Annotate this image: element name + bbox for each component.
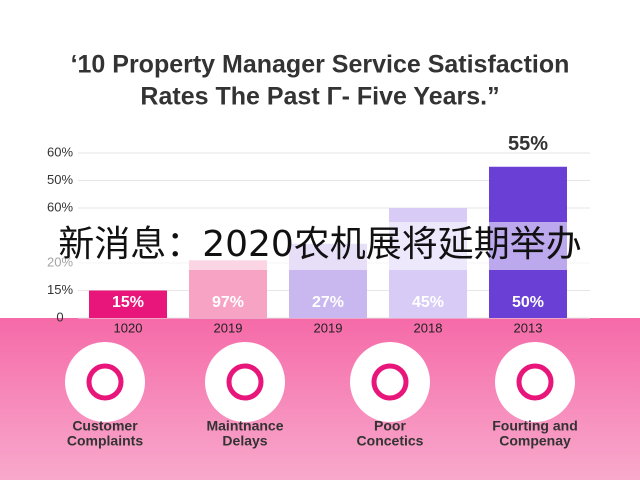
y-tick-label: 60% [47,199,73,214]
icon-glyph [226,363,264,401]
overlay-band [0,222,640,270]
x-tick-label: 2019 [314,320,343,335]
bar-label: 27% [312,294,344,311]
icon-circle [205,342,285,422]
icon-label: Compenay [499,433,571,449]
bar [89,290,167,318]
chart-title: ‘10 Property Manager Service Satisfactio… [71,51,570,79]
chart-title: Rates The Past Γ- Five Years.” [140,83,499,111]
x-tick-label: 2019 [214,320,243,335]
icons: CustomerComplaintsMaintnanceDelaysPoorCo… [65,342,578,449]
icon-glyph [371,363,409,401]
icon-label: Customer [72,418,138,434]
y-tick-label: 60% [47,144,73,159]
x-tick-label: 2013 [514,320,543,335]
icon-label: Complaints [67,433,143,449]
icon-glyph [516,363,554,401]
icon-label: Fourting and [492,418,578,434]
icon-circle [350,342,430,422]
icon-circle [65,342,145,422]
bar-label: 15% [112,294,144,311]
bar-label: 97% [212,294,244,311]
x-tick-label: 2018 [414,320,443,335]
icon-label: Poor [374,418,406,434]
top-label: 55% [508,133,548,155]
bar-label: 50% [512,294,544,311]
icon-glyph [86,363,124,401]
y-tick-label: 0 [56,309,63,324]
icon-label: Delays [222,433,267,449]
y-tick-label: 15% [47,282,73,297]
x-tick-label: 1020 [114,320,143,335]
y-tick-label: 50% [47,172,73,187]
overlay-text: 新消息：2020农机展将延期举办 [58,224,582,265]
icon-label: Maintnance [206,418,283,434]
icon-label: Concetics [357,433,424,449]
icon-circle [495,342,575,422]
bar-label: 45% [412,294,444,311]
